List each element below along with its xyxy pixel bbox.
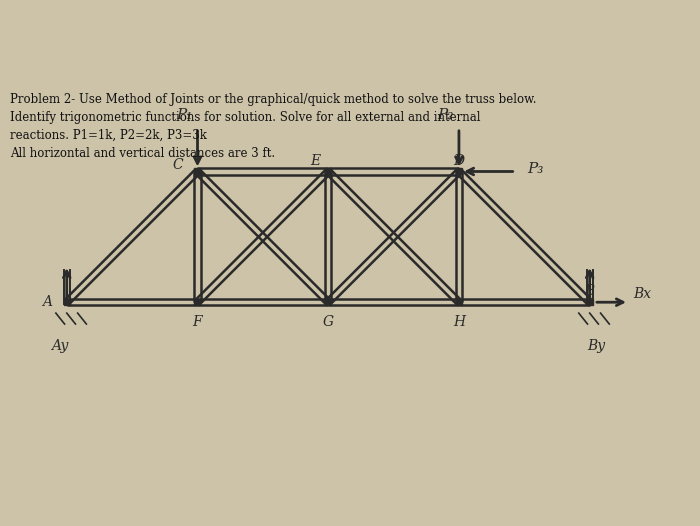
Text: By: By [587,339,606,353]
Text: D: D [454,154,465,168]
Text: Ay: Ay [52,339,69,353]
Text: P₂: P₂ [438,108,454,122]
Text: E: E [310,154,320,168]
Text: P₃: P₃ [527,163,543,176]
Text: H: H [453,315,465,329]
Text: G: G [323,315,334,329]
Text: C: C [173,158,183,172]
Text: F: F [193,315,202,329]
Text: Bx: Bx [633,287,651,300]
Text: A: A [42,295,52,309]
Text: B: B [584,285,595,298]
Text: P₁: P₁ [176,108,193,122]
Text: Problem 2- Use Method of Joints or the graphical/quick method to solve the truss: Problem 2- Use Method of Joints or the g… [10,93,537,160]
